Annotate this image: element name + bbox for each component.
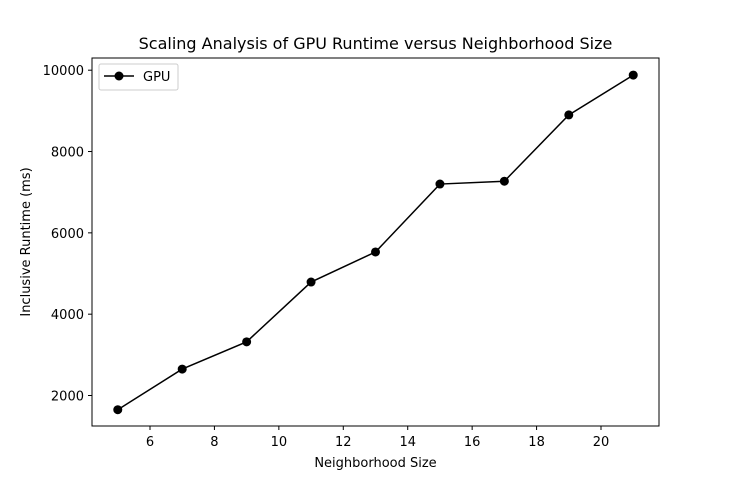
x-tick-label: 18 — [528, 435, 545, 450]
x-tick-label: 14 — [399, 435, 416, 450]
y-tick-label: 10000 — [43, 64, 84, 79]
data-point — [306, 277, 316, 287]
data-point — [564, 110, 574, 120]
data-point — [628, 70, 638, 80]
y-tick-label: 2000 — [51, 390, 84, 405]
y-tick-label: 6000 — [51, 227, 84, 242]
legend-marker-gpu — [114, 71, 124, 81]
x-tick-label: 12 — [335, 435, 352, 450]
axes-frame — [91, 57, 660, 427]
data-point — [435, 179, 445, 189]
x-tick-label: 8 — [210, 435, 218, 450]
y-axis-label: Inclusive Runtime (ms) — [19, 167, 34, 316]
chart-title: Scaling Analysis of GPU Runtime versus N… — [139, 34, 613, 53]
y-tick-label: 8000 — [51, 146, 84, 161]
data-point — [113, 405, 123, 415]
x-tick-label: 10 — [271, 435, 288, 450]
data-point — [242, 337, 252, 347]
x-axis-label: Neighborhood Size — [314, 456, 436, 471]
legend-label-gpu: GPU — [143, 70, 170, 85]
x-tick-label: 16 — [464, 435, 481, 450]
x-tick-label: 20 — [593, 435, 610, 450]
legend-box — [98, 63, 179, 91]
data-point — [371, 247, 380, 257]
plot-area: 6 8 10 12 14 16 18 20 2000 4000 6000 8000 10000 — [43, 64, 638, 450]
data-point — [177, 364, 187, 374]
legend: GPU — [98, 63, 179, 91]
x-tick-label: 6 — [146, 435, 154, 450]
data-point — [499, 176, 509, 186]
y-tick-label: 4000 — [51, 308, 84, 323]
